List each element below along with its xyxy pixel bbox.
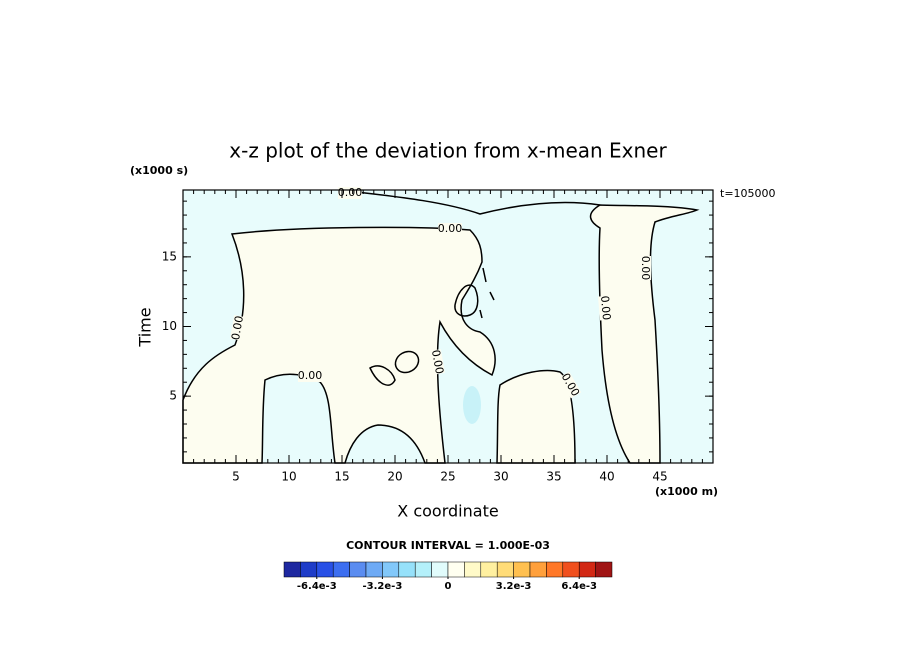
- y-tick-label: 10: [162, 319, 177, 333]
- contour-label-bg: [597, 295, 613, 321]
- colorbar-box: [365, 561, 383, 578]
- chart-title: x-z plot of the deviation from x-mean Ex…: [229, 139, 667, 163]
- x-tick-label: 15: [334, 470, 349, 484]
- contour-label: 0.00: [338, 186, 363, 199]
- colorbar-box: [464, 561, 482, 578]
- colorbar-box: [431, 561, 449, 578]
- colorbar-box: [562, 561, 580, 578]
- colorbar-box: [480, 561, 498, 578]
- y-axis-label: Time: [136, 307, 155, 347]
- colorbar-tick-label: 3.2e-3: [496, 581, 532, 592]
- contour-label-bg: [558, 371, 582, 399]
- x-tick-label: 35: [546, 470, 561, 484]
- annotation: t=105000: [720, 187, 776, 200]
- colorbar-tick-label: -6.4e-3: [297, 581, 337, 592]
- contour-label: 0.00: [598, 295, 613, 321]
- x-tick-label: 45: [652, 470, 667, 484]
- colorbar-box: [496, 561, 514, 578]
- x-axis-label: X coordinate: [397, 502, 498, 521]
- x-tick-label: 30: [493, 470, 508, 484]
- colorbar-tick-label: 0: [445, 581, 452, 592]
- colorbar-box: [595, 561, 613, 578]
- contour-label-bg: [639, 256, 651, 280]
- colorbar-box: [332, 561, 350, 578]
- colorbar-box: [316, 561, 334, 578]
- x-tick-label: 10: [281, 470, 296, 484]
- contour-line: [394, 350, 420, 374]
- colorbar-label: CONTOUR INTERVAL = 1.000E-03: [346, 539, 550, 552]
- colorbar-box: [398, 561, 416, 578]
- x-tick-label: 40: [599, 470, 614, 484]
- y-tick-label: 15: [162, 249, 177, 263]
- colorbar-box: [513, 561, 531, 578]
- contour-label: 0.00: [429, 349, 446, 375]
- blob-region: [463, 386, 481, 424]
- y-unit: (x1000 s): [130, 164, 188, 177]
- colorbar-box: [546, 561, 564, 578]
- x-tick-label: 20: [387, 470, 402, 484]
- x-tick-label: 5: [232, 470, 240, 484]
- positive-region: [496, 369, 576, 464]
- contour-line: [479, 267, 495, 319]
- y-tick-label: 5: [169, 389, 177, 403]
- x-tick-label: 25: [440, 470, 455, 484]
- contour-label-bg: [429, 349, 445, 375]
- contour-label-bg: [298, 370, 322, 382]
- contour-label: 0.00: [438, 222, 463, 235]
- colorbar-box: [300, 561, 318, 578]
- colorbar-box: [578, 561, 596, 578]
- contour-label: 0.00: [298, 369, 323, 382]
- colorbar-box: [349, 561, 367, 578]
- colorbar-tick-label: 6.4e-3: [561, 581, 597, 592]
- contour-label: 0.00: [639, 256, 652, 281]
- colorbar-box: [447, 561, 465, 578]
- contour-line: [454, 284, 479, 317]
- contour-line: [369, 365, 396, 386]
- colorbar-box: [414, 561, 432, 578]
- colorbar-box: [283, 561, 301, 578]
- contour-label: 0.00: [229, 315, 246, 341]
- positive-region: [182, 226, 496, 464]
- x-unit: (x1000 m): [655, 485, 718, 498]
- colorbar-tick-label: -3.2e-3: [363, 581, 403, 592]
- positive-region: [589, 204, 700, 464]
- colorbar-box: [529, 561, 547, 578]
- contour-line: [339, 189, 601, 215]
- contour-label-bg: [438, 223, 462, 235]
- contour-label-bg: [230, 315, 246, 341]
- colorbar-box: [382, 561, 400, 578]
